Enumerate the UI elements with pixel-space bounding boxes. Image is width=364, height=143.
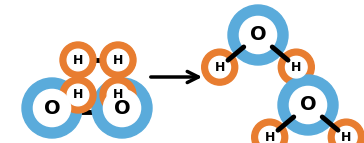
Circle shape (278, 75, 338, 135)
Circle shape (67, 84, 89, 106)
Text: H: H (265, 131, 275, 143)
Circle shape (92, 78, 152, 138)
Text: H: H (113, 53, 123, 66)
Circle shape (100, 77, 136, 113)
Text: O: O (300, 96, 316, 115)
Circle shape (202, 49, 238, 85)
Text: H: H (291, 61, 301, 74)
Text: H: H (214, 61, 225, 74)
Circle shape (107, 84, 129, 106)
Circle shape (67, 49, 89, 71)
Text: H: H (73, 89, 83, 102)
Text: H: H (113, 89, 123, 102)
Circle shape (33, 89, 71, 127)
Circle shape (107, 49, 129, 71)
Circle shape (60, 77, 96, 113)
Circle shape (289, 86, 327, 124)
Circle shape (228, 5, 288, 65)
Text: O: O (250, 25, 266, 44)
Circle shape (60, 42, 96, 78)
Circle shape (252, 119, 288, 143)
Text: O: O (44, 99, 60, 118)
Text: H: H (73, 53, 83, 66)
Text: H: H (341, 131, 352, 143)
Circle shape (285, 56, 307, 78)
Circle shape (209, 56, 230, 78)
Circle shape (22, 78, 82, 138)
Circle shape (328, 119, 364, 143)
Circle shape (336, 126, 357, 143)
Circle shape (240, 16, 277, 54)
Text: O: O (114, 99, 130, 118)
Circle shape (278, 49, 314, 85)
Circle shape (103, 89, 141, 127)
Circle shape (259, 126, 281, 143)
Circle shape (100, 42, 136, 78)
